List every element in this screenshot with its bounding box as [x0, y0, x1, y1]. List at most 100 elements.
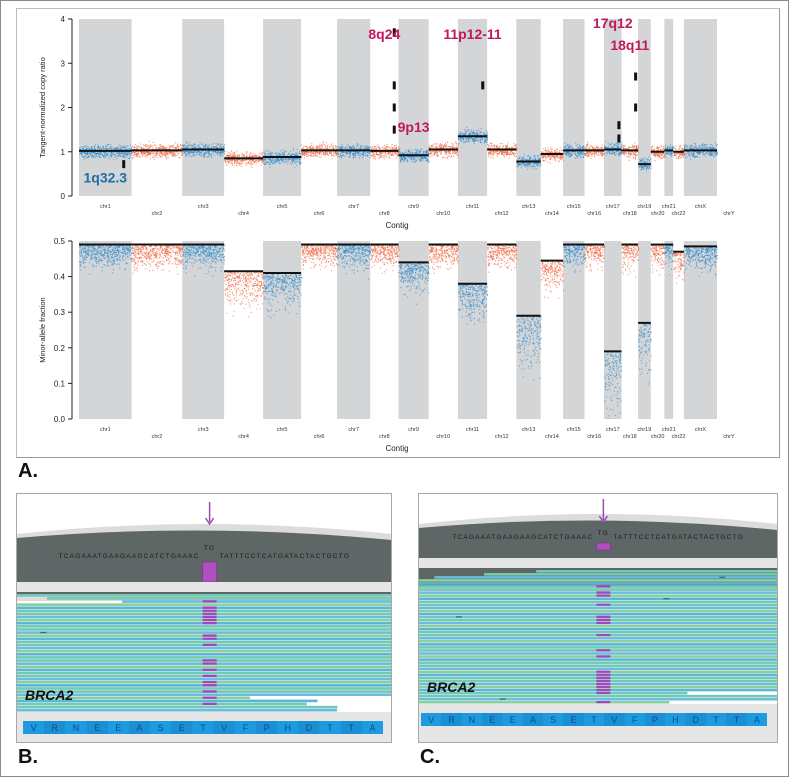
data-point	[219, 146, 221, 148]
data-point	[455, 142, 457, 144]
data-point	[372, 155, 374, 157]
data-point	[295, 158, 297, 160]
data-point	[238, 162, 240, 164]
data-point	[367, 155, 369, 157]
data-point	[188, 153, 190, 155]
data-point	[579, 156, 581, 158]
data-point	[551, 155, 553, 157]
data-point	[80, 151, 82, 153]
data-point	[466, 129, 468, 131]
data-point	[156, 153, 158, 155]
data-point	[565, 148, 567, 150]
data-point	[525, 158, 527, 160]
data-point	[262, 155, 264, 157]
data-point	[506, 144, 508, 146]
data-point	[119, 147, 121, 149]
data-point	[384, 148, 386, 150]
data-point	[434, 143, 436, 145]
data-point	[226, 156, 228, 158]
data-point	[262, 160, 264, 162]
data-point	[421, 160, 423, 162]
data-point	[248, 162, 250, 164]
data-point	[503, 156, 505, 158]
data-point	[260, 152, 262, 154]
data-point	[428, 145, 430, 147]
data-point	[281, 157, 283, 159]
data-point	[426, 158, 428, 160]
data-point	[98, 153, 100, 155]
data-point	[143, 144, 145, 146]
data-point	[131, 146, 133, 148]
data-point	[440, 145, 442, 147]
data-point	[243, 154, 245, 156]
data-point	[545, 159, 547, 161]
data-point	[460, 139, 462, 141]
data-point	[403, 153, 405, 155]
data-point	[195, 147, 197, 149]
data-point	[136, 152, 138, 154]
data-point	[251, 159, 253, 161]
data-point	[623, 148, 625, 150]
data-point	[315, 145, 317, 147]
data-point	[124, 146, 126, 148]
data-point	[337, 148, 339, 150]
data-point	[544, 149, 546, 151]
data-point	[131, 145, 133, 147]
data-point	[524, 164, 526, 166]
data-point	[220, 144, 222, 146]
data-point	[92, 151, 94, 153]
data-point	[186, 146, 188, 148]
data-point	[155, 152, 157, 154]
data-point	[577, 153, 579, 155]
data-point	[326, 153, 328, 155]
data-point	[232, 163, 234, 165]
data-point	[225, 154, 227, 156]
data-point	[597, 146, 599, 148]
data-point	[324, 145, 326, 147]
data-point	[289, 150, 291, 152]
data-point	[496, 155, 498, 157]
data-point	[533, 168, 535, 170]
data-point	[291, 159, 293, 161]
data-point	[354, 152, 356, 154]
data-point	[146, 145, 148, 147]
data-point	[422, 156, 424, 158]
data-point	[208, 152, 210, 154]
data-point	[232, 152, 234, 154]
data-point	[357, 152, 359, 154]
data-point	[497, 150, 499, 152]
data-point	[522, 157, 524, 159]
data-point	[554, 158, 556, 160]
data-point	[303, 153, 305, 155]
data-point	[612, 152, 614, 154]
data-point	[627, 154, 629, 156]
data-point	[535, 163, 537, 165]
data-point	[184, 144, 186, 146]
data-point	[331, 143, 333, 145]
data-point	[322, 152, 324, 154]
data-point	[465, 138, 467, 140]
data-point	[553, 155, 555, 157]
data-point	[517, 158, 519, 160]
data-point	[586, 147, 588, 149]
data-point	[123, 157, 125, 159]
data-point	[207, 156, 209, 158]
data-point	[185, 153, 187, 155]
data-point	[131, 151, 133, 153]
data-point	[437, 154, 439, 156]
data-point	[215, 150, 217, 152]
data-point	[603, 157, 605, 159]
data-point	[331, 155, 333, 157]
data-point	[416, 151, 418, 153]
data-point	[523, 163, 525, 165]
data-point	[433, 153, 435, 155]
data-point	[426, 160, 428, 162]
data-point	[496, 150, 498, 152]
data-point	[152, 147, 154, 149]
data-point	[294, 157, 296, 159]
data-point	[301, 155, 303, 157]
data-point	[172, 155, 174, 157]
data-point	[587, 151, 589, 153]
data-point	[152, 154, 154, 156]
